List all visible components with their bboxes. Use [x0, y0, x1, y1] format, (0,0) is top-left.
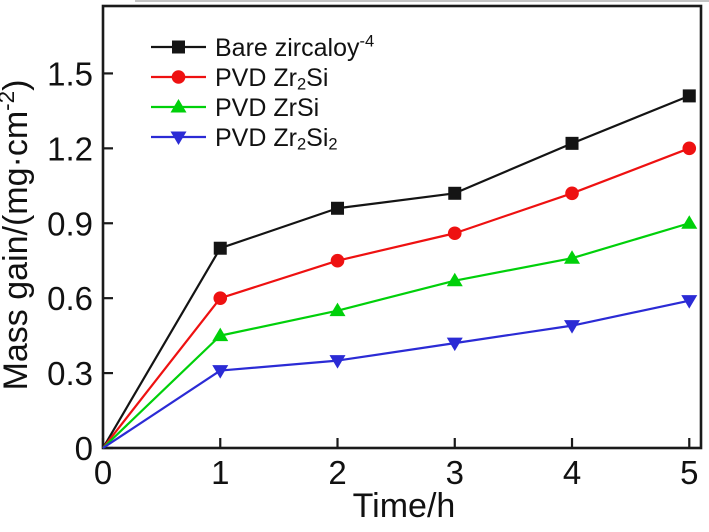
- legend-label: Bare zircaloy-4: [215, 33, 374, 63]
- data-point-marker: [330, 253, 345, 268]
- data-point-marker: [564, 250, 581, 264]
- x-tick-label: 2: [328, 454, 346, 491]
- top-edge-artifact: [135, 0, 709, 2]
- data-point-marker: [447, 226, 462, 241]
- y-tick-label: 0.6: [47, 280, 93, 317]
- series-line: [102, 299, 690, 449]
- data-point-marker: [448, 186, 462, 200]
- legend-marker: [170, 99, 187, 113]
- data-point-marker: [682, 141, 697, 156]
- data-point-marker: [446, 337, 463, 352]
- data-point-marker: [329, 355, 346, 369]
- data-point-marker: [681, 295, 698, 309]
- x-tick-label: 3: [446, 454, 464, 491]
- data-point-marker: [331, 201, 345, 215]
- data-point-marker: [565, 186, 579, 201]
- y-tick-label: 0.3: [47, 355, 93, 392]
- x-tick-label: 5: [680, 454, 698, 491]
- data-point-marker: [329, 302, 346, 317]
- x-tick-label: 4: [563, 454, 581, 491]
- data-point-marker: [213, 291, 228, 305]
- legend-label: PVD ZrSi: [215, 94, 319, 122]
- y-tick-label: 0.9: [47, 205, 93, 242]
- x-tick-label: 1: [211, 454, 229, 491]
- data-point-marker: [565, 136, 579, 150]
- data-point-marker: [212, 327, 229, 342]
- data-point-marker: [212, 365, 229, 379]
- series-line: [102, 222, 690, 449]
- y-tick-label: 1.5: [47, 55, 93, 92]
- data-point-marker: [213, 241, 227, 255]
- series-line: [102, 147, 690, 449]
- x-tick-label: 0: [94, 454, 112, 491]
- data-point-marker: [564, 320, 581, 334]
- plot-border: [101, 4, 703, 450]
- legend-marker: [171, 70, 186, 84]
- legend-marker: [170, 131, 187, 145]
- legend-label: PVD Zr2Si: [215, 64, 328, 94]
- series-line: [102, 94, 690, 449]
- legend-marker: [172, 40, 185, 54]
- y-tick-label: 1.2: [47, 130, 93, 167]
- legend-label: PVD Zr2Si2: [215, 124, 338, 154]
- data-point-marker: [682, 89, 696, 103]
- data-point-marker: [681, 215, 698, 229]
- x-axis-label: Time/h: [353, 487, 456, 525]
- y-axis-label: Mass gain/(mg·cm-2): [0, 80, 35, 391]
- data-point-marker: [446, 272, 463, 287]
- y-tick-label: 0: [75, 430, 93, 467]
